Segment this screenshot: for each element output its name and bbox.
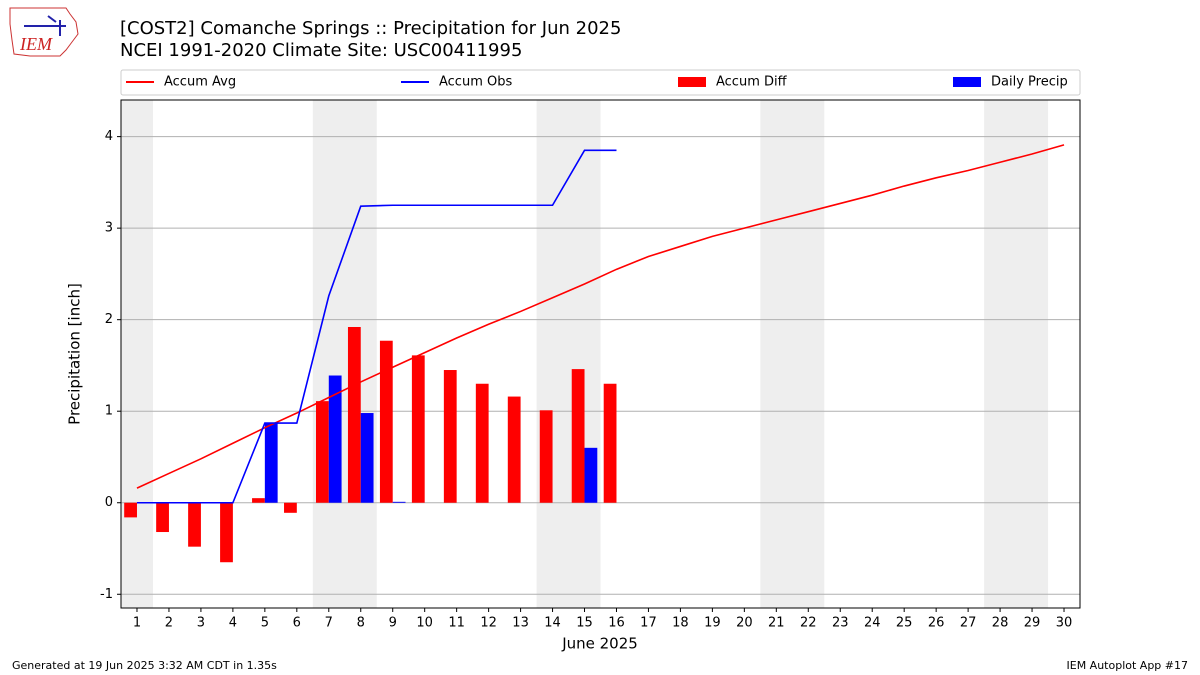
bar xyxy=(507,396,521,503)
bar xyxy=(220,502,233,563)
x-tick-label: 14 xyxy=(544,616,561,631)
x-tick-label: 11 xyxy=(448,616,465,631)
x-tick-label: 15 xyxy=(576,616,593,631)
y-tick-label: 3 xyxy=(105,221,113,236)
chart-title: [COST2] Comanche Springs :: Precipitatio… xyxy=(120,18,621,39)
legend-swatch xyxy=(678,77,706,87)
bar xyxy=(264,423,278,503)
line xyxy=(136,149,617,504)
x-tick-label: 1 xyxy=(133,616,141,631)
bar xyxy=(584,447,598,503)
x-tick-label: 29 xyxy=(1024,616,1041,631)
x-tick-label: 13 xyxy=(512,616,529,631)
legend-label: Accum Obs xyxy=(439,75,512,90)
x-tick-label: 26 xyxy=(928,616,945,631)
logo-outline xyxy=(9,7,79,57)
line xyxy=(136,144,1065,489)
bar xyxy=(328,375,342,503)
legend-label: Accum Avg xyxy=(164,75,236,90)
x-tick-label: 20 xyxy=(736,616,753,631)
x-tick-label: 24 xyxy=(864,616,881,631)
x-tick-label: 2 xyxy=(165,616,173,631)
x-tick-label: 8 xyxy=(357,616,365,631)
weekend-band xyxy=(760,100,825,608)
y-axis-label: Precipitation [inch] xyxy=(66,283,84,425)
bar xyxy=(284,502,297,513)
x-tick-label: 3 xyxy=(197,616,205,631)
x-tick-label: 4 xyxy=(229,616,237,631)
weekend-band xyxy=(312,100,377,608)
x-tick-label: 10 xyxy=(416,616,433,631)
weekend-band xyxy=(121,100,153,608)
x-axis-label: June 2025 xyxy=(561,635,638,653)
weekend-band xyxy=(536,100,601,608)
legend-box xyxy=(120,69,1081,96)
x-tick-label: 19 xyxy=(704,616,721,631)
x-tick-label: 5 xyxy=(261,616,269,631)
logo-text: IEM xyxy=(19,34,53,54)
plot-area xyxy=(121,100,1080,608)
plot-frame xyxy=(120,99,1081,609)
x-tick-label: 6 xyxy=(293,616,301,631)
y-tick-label: 4 xyxy=(105,129,113,144)
x-tick-label: 21 xyxy=(768,616,785,631)
bar xyxy=(315,401,329,503)
x-tick-label: 23 xyxy=(832,616,849,631)
bar xyxy=(392,501,406,503)
x-tick-label: 7 xyxy=(325,616,333,631)
bar xyxy=(571,369,585,503)
legend-label: Daily Precip xyxy=(991,75,1068,90)
legend-swatch xyxy=(953,77,981,87)
bar xyxy=(252,498,265,503)
weekend-band xyxy=(984,100,1049,608)
x-tick-label: 17 xyxy=(640,616,657,631)
bar xyxy=(411,355,425,503)
bar xyxy=(475,383,489,503)
y-tick-label: 2 xyxy=(105,312,113,327)
x-tick-label: 22 xyxy=(800,616,817,631)
chart-subtitle: NCEI 1991-2020 Climate Site: USC00411995 xyxy=(120,40,522,61)
bar xyxy=(603,383,617,503)
x-tick-label: 27 xyxy=(960,616,977,631)
bar xyxy=(347,326,361,503)
bar xyxy=(188,502,201,547)
x-tick-label: 30 xyxy=(1056,616,1073,631)
logo: IEM xyxy=(9,7,79,57)
y-tick-label: -1 xyxy=(100,587,113,602)
x-tick-label: 9 xyxy=(389,616,397,631)
logo-icon xyxy=(24,15,66,36)
bar xyxy=(379,340,393,503)
legend-label: Accum Diff xyxy=(716,75,788,90)
x-tick-label: 28 xyxy=(992,616,1009,631)
bar xyxy=(539,410,553,503)
footer-left: Generated at 19 Jun 2025 3:32 AM CDT in … xyxy=(12,659,277,672)
x-tick-label: 16 xyxy=(608,616,625,631)
x-tick-label: 25 xyxy=(896,616,913,631)
bar xyxy=(156,502,169,533)
y-tick-label: 0 xyxy=(105,495,113,510)
footer-right: IEM Autoplot App #17 xyxy=(1067,659,1189,672)
bar xyxy=(443,370,457,503)
bar xyxy=(124,502,137,518)
y-tick-label: 1 xyxy=(105,404,113,419)
x-tick-label: 18 xyxy=(672,616,689,631)
bar xyxy=(360,413,374,503)
x-tick-label: 12 xyxy=(480,616,497,631)
